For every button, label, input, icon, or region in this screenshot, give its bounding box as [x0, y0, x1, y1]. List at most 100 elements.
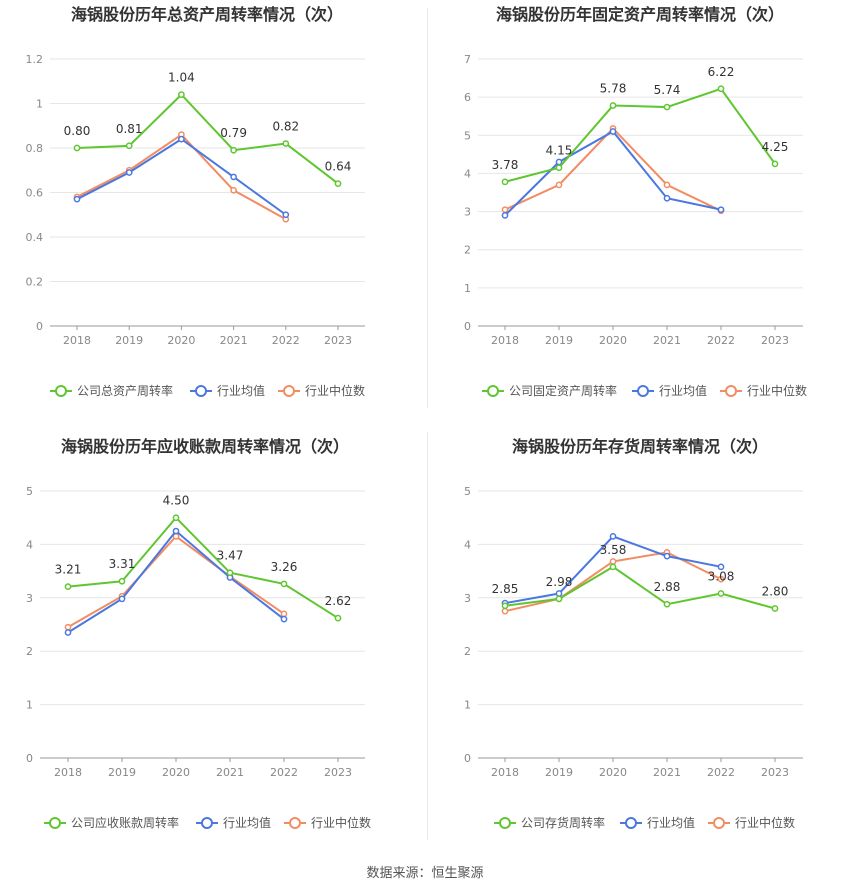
y-tick-label: 2	[26, 645, 33, 658]
x-tick-label: 2022	[272, 334, 300, 347]
legend-marker-icon	[55, 385, 67, 397]
x-tick-label: 2018	[63, 334, 91, 347]
legend-item-company[interactable]: 公司存货周转率	[494, 815, 605, 830]
data-label: 2.98	[546, 575, 573, 589]
data-label: 3.58	[600, 543, 627, 557]
series-line-median	[504, 126, 722, 212]
legend-item-median[interactable]: 行业中位数	[284, 815, 371, 830]
legend-item-avg[interactable]: 行业均值	[190, 383, 265, 398]
x-tick-label: 2021	[653, 334, 681, 347]
x-tick-label: 2019	[108, 766, 136, 779]
legend-item-median[interactable]: 行业中位数	[720, 383, 807, 398]
y-tick-label: 7	[464, 53, 471, 66]
x-tick-label: 2018	[491, 334, 519, 347]
data-point-company	[717, 590, 725, 597]
data-point-median	[280, 610, 288, 618]
legend-item-company[interactable]: 公司应收账款周转率	[44, 815, 179, 830]
x-tick-label: 2018	[491, 766, 519, 779]
data-point-company	[609, 563, 617, 571]
legend-marker-icon	[283, 385, 295, 397]
y-tick-label: 0.8	[26, 142, 44, 155]
y-tick-label: 3	[26, 592, 33, 605]
legend-item-avg[interactable]: 行业均值	[196, 815, 271, 830]
chart-title: 海锅股份历年存货周转率情况（次）	[512, 437, 768, 456]
legend-label: 行业中位数	[747, 383, 807, 398]
series-line-company	[67, 516, 339, 619]
legend-item-avg[interactable]: 行业均值	[632, 383, 707, 398]
data-point-median	[555, 181, 563, 189]
chart-title: 海锅股份历年总资产周转率情况（次）	[71, 5, 343, 24]
legend-marker-icon	[289, 817, 301, 829]
y-tick-label: 0	[464, 752, 471, 765]
data-point-avg	[178, 135, 185, 143]
legend-item-company[interactable]: 公司总资产周转率	[50, 383, 173, 398]
legend-item-company[interactable]: 公司固定资产周转率	[482, 383, 617, 398]
data-point-median	[501, 607, 509, 615]
data-point-company	[717, 85, 725, 93]
data-point-company	[282, 140, 290, 147]
data-label: 2.88	[654, 580, 681, 594]
data-point-median	[609, 558, 617, 565]
data-point-company	[230, 146, 237, 154]
chart-2: 海锅股份历年固定资产周转率情况（次） 0 1 2 3 4 5 6 7 2018 2019 2020 20…	[464, 5, 807, 398]
data-point-company	[609, 102, 617, 109]
data-point-median	[64, 623, 72, 631]
y-tick-label: 0.4	[26, 231, 44, 244]
data-label: 4.25	[762, 140, 789, 154]
data-label: 3.47	[217, 549, 244, 563]
legend-label: 行业均值	[659, 383, 707, 398]
x-tick-label: 2023	[761, 766, 789, 779]
series-line-avg	[76, 137, 287, 216]
legend-marker-icon	[725, 385, 737, 397]
y-tick-label: 1	[464, 699, 471, 712]
chart-title: 海锅股份历年应收账款周转率情况（次）	[61, 437, 349, 456]
data-point-company	[334, 614, 342, 622]
x-tick-label: 2021	[653, 766, 681, 779]
legend-label: 行业均值	[217, 383, 265, 398]
y-tick-label: 0	[464, 320, 471, 333]
legend-label: 行业中位数	[305, 383, 365, 398]
data-point-avg	[282, 211, 290, 219]
legend-marker-icon	[625, 817, 637, 829]
series-line-company	[76, 93, 339, 185]
legend-marker-icon	[195, 385, 207, 397]
data-point-avg	[555, 590, 563, 597]
data-point-avg	[64, 629, 72, 636]
data-point-company	[771, 605, 779, 612]
y-tick-label: 4	[464, 538, 471, 551]
data-label: 2.62	[325, 594, 352, 608]
data-label: 0.82	[272, 120, 299, 134]
data-label: 2.85	[492, 582, 519, 596]
x-tick-label: 2022	[707, 766, 735, 779]
data-point-company	[73, 144, 81, 152]
y-tick-label: 1	[26, 699, 33, 712]
data-point-median	[663, 181, 671, 189]
data-label: 2.80	[762, 584, 789, 598]
data-label: 3.78	[492, 158, 519, 172]
y-tick-label: 5	[26, 485, 33, 498]
data-point-avg	[663, 194, 671, 202]
series-line-company	[504, 565, 776, 610]
data-point-company	[555, 595, 563, 603]
data-point-company	[555, 164, 563, 172]
y-tick-label: 1	[36, 98, 43, 111]
y-tick-label: 4	[464, 167, 471, 180]
legend-marker-icon	[637, 385, 649, 397]
y-tick-label: 6	[464, 91, 471, 104]
y-tick-label: 0	[26, 752, 33, 765]
data-point-company	[501, 178, 509, 186]
chart-3: 海锅股份历年应收账款周转率情况（次） 0 1 2 3 4 5 2018 2019 2020 2021…	[26, 437, 371, 830]
legend-label: 行业均值	[647, 815, 695, 830]
x-tick-label: 2019	[545, 334, 573, 347]
legend-item-median[interactable]: 行业中位数	[708, 815, 795, 830]
data-point-avg	[172, 527, 180, 535]
data-label: 6.22	[708, 65, 735, 79]
x-tick-label: 2021	[220, 334, 248, 347]
legend-item-avg[interactable]: 行业均值	[620, 815, 695, 830]
data-point-median	[717, 575, 725, 583]
y-tick-label: 5	[464, 129, 471, 142]
legend-item-median[interactable]: 行业中位数	[278, 383, 365, 398]
data-point-company	[663, 600, 671, 608]
data-point-avg	[609, 533, 617, 540]
